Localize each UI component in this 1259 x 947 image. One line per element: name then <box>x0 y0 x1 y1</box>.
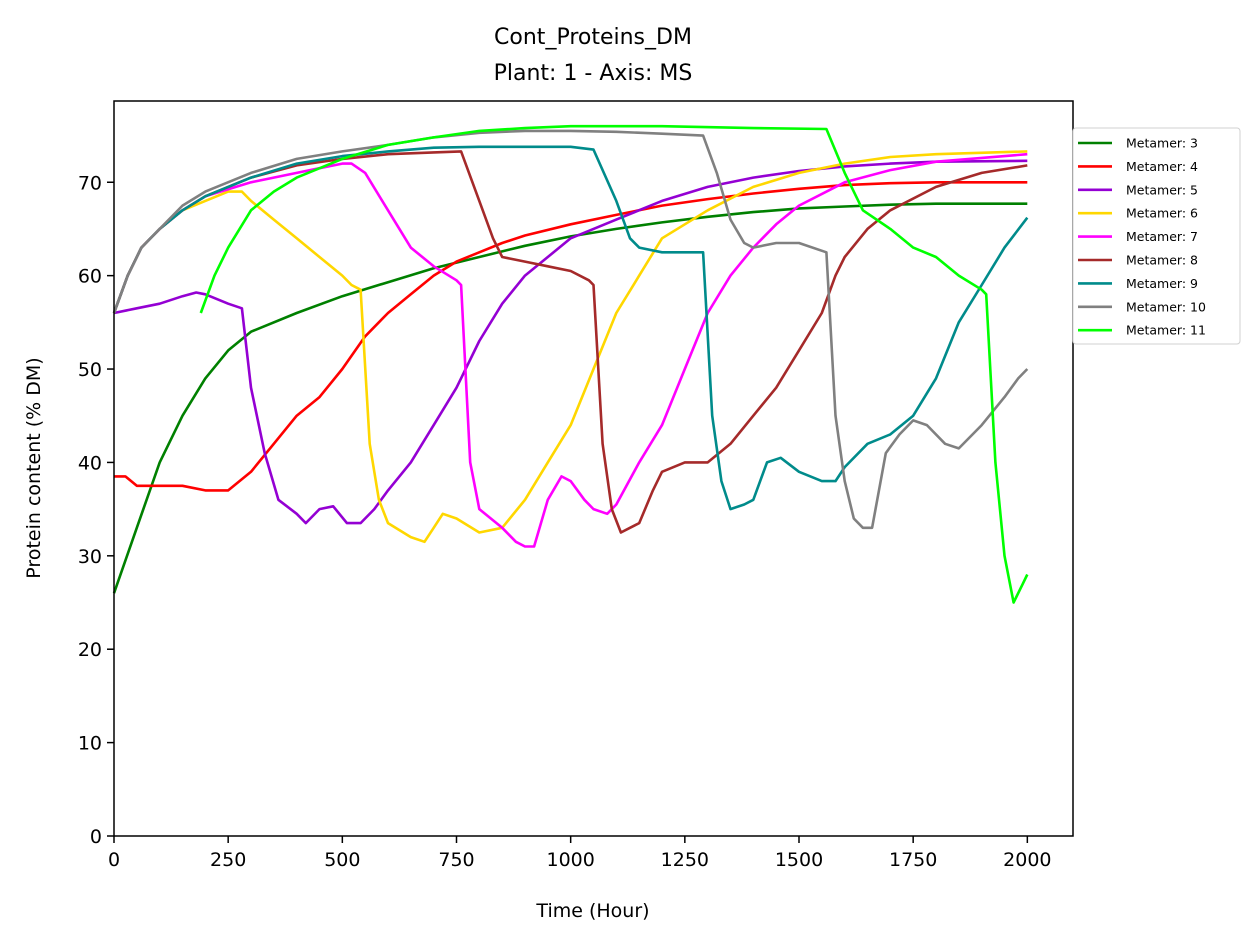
series-line-metamer-3 <box>112 202 1028 594</box>
series-line-metamer-10 <box>112 129 1029 530</box>
chart-title: Cont_Proteins_DM <box>494 25 692 50</box>
series-line-metamer-4 <box>114 181 1028 492</box>
series-line-metamer-11 <box>199 124 1029 604</box>
series-line-metamer-7 <box>112 152 1028 548</box>
series-line-metamer-9 <box>112 145 1029 511</box>
x-tick-label: 1750 <box>889 849 937 871</box>
legend-label: Metamer: 8 <box>1126 253 1198 268</box>
x-tick-label: 2000 <box>1003 849 1051 871</box>
y-tick-label: 70 <box>78 172 102 194</box>
series-line-metamer-5 <box>113 159 1028 525</box>
x-axis-label: Time (Hour) <box>535 900 649 922</box>
plot-frame <box>113 100 1074 837</box>
legend-label: Metamer: 9 <box>1126 276 1198 291</box>
x-tick-label: 1250 <box>661 849 709 871</box>
x-tick-label: 0 <box>108 849 120 871</box>
plot-lines <box>112 124 1029 604</box>
legend-label: Metamer: 4 <box>1126 159 1198 174</box>
y-tick-label: 20 <box>78 639 102 661</box>
y-tick-label: 60 <box>78 266 102 288</box>
y-axis-ticks: 0 10 20 30 40 50 60 70 <box>78 172 114 848</box>
legend-box <box>1072 127 1241 345</box>
y-tick-label: 40 <box>78 452 102 474</box>
y-tick-label: 50 <box>78 359 102 381</box>
x-tick-label: 250 <box>210 849 246 871</box>
legend-label: Metamer: 7 <box>1126 229 1198 244</box>
y-tick-label: 10 <box>78 733 102 755</box>
legend-label: Metamer: 6 <box>1126 206 1198 221</box>
x-tick-label: 750 <box>438 849 474 871</box>
y-tick-label: 30 <box>78 546 102 568</box>
legend-label: Metamer: 10 <box>1126 299 1206 314</box>
x-axis-ticks: 0 250 500 750 1000 1250 1500 1750 2000 <box>108 836 1052 871</box>
y-tick-label: 0 <box>90 826 102 848</box>
legend-label: Metamer: 5 <box>1126 182 1198 197</box>
legend-label: Metamer: 11 <box>1126 323 1206 338</box>
legend: Metamer: 3 Metamer: 4 Metamer: 5 Metamer: 6… <box>1072 127 1241 345</box>
x-tick-label: 1000 <box>546 849 594 871</box>
x-tick-label: 500 <box>324 849 360 871</box>
y-axis-label: Protein content (% DM) <box>23 357 45 578</box>
series-line-metamer-6 <box>112 150 1028 544</box>
legend-label: Metamer: 3 <box>1126 136 1198 151</box>
chart-subtitle: Plant: 1 - Axis: MS <box>494 61 693 86</box>
x-tick-label: 1500 <box>775 849 823 871</box>
